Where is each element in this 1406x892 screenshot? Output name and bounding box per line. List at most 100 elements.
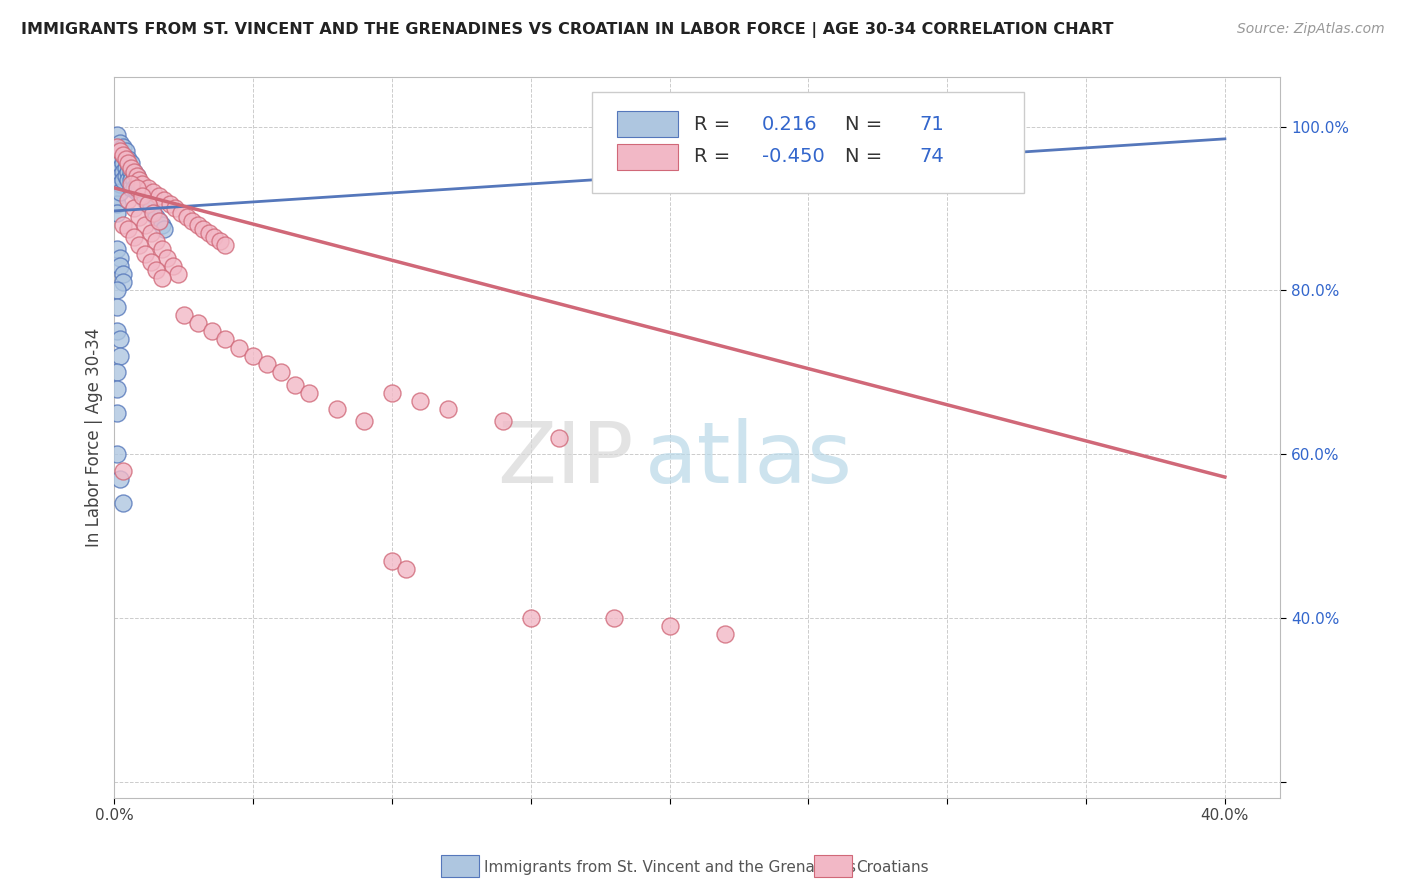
Text: R =: R = (695, 115, 730, 134)
Point (120, 156, 142, 170)
Point (108, 136, 131, 150)
Point (148, 213, 170, 227)
Point (142, 205, 165, 219)
Point (520, 611, 543, 625)
Point (105, 284, 128, 298)
Point (131, 189, 153, 203)
Point (603, 611, 626, 625)
Point (128, 210, 150, 224)
FancyBboxPatch shape (592, 92, 1024, 193)
Text: N =: N = (845, 147, 883, 166)
Text: 71: 71 (920, 115, 943, 134)
Point (134, 194, 156, 208)
Point (108, 259, 131, 273)
Point (114, 144, 136, 158)
Point (353, 414, 375, 428)
Point (136, 197, 159, 211)
Point (122, 181, 145, 195)
Point (409, 393, 432, 408)
Point (395, 562, 418, 576)
Point (242, 349, 264, 363)
Point (139, 226, 162, 240)
Point (128, 238, 150, 252)
Point (145, 210, 167, 224)
Point (145, 234, 167, 248)
Point (187, 316, 209, 330)
Point (128, 185, 150, 199)
Point (128, 177, 150, 191)
Point (131, 181, 153, 195)
Point (105, 173, 128, 187)
Point (108, 144, 131, 158)
Point (105, 365, 128, 379)
Point (125, 169, 148, 183)
Point (145, 263, 167, 277)
Point (120, 161, 142, 175)
Point (256, 357, 278, 371)
Point (125, 177, 148, 191)
Point (108, 251, 131, 265)
Point (105, 148, 128, 162)
Point (117, 222, 139, 236)
Point (117, 173, 139, 187)
Point (134, 246, 156, 260)
Point (193, 222, 215, 236)
Point (108, 144, 131, 158)
Point (111, 173, 134, 187)
Point (162, 259, 184, 273)
Point (105, 181, 128, 195)
Point (139, 202, 162, 216)
Point (492, 414, 515, 428)
Point (105, 382, 128, 396)
Point (117, 164, 139, 178)
Point (139, 254, 162, 268)
Point (111, 496, 134, 510)
Point (105, 243, 128, 257)
Point (105, 140, 128, 154)
Point (108, 333, 131, 347)
Point (111, 275, 134, 289)
Point (187, 218, 209, 232)
Point (105, 205, 128, 219)
Point (714, 627, 737, 641)
Point (214, 238, 236, 252)
Point (122, 202, 145, 216)
Point (111, 148, 134, 162)
Y-axis label: In Labor Force | Age 30-34: In Labor Force | Age 30-34 (86, 328, 103, 548)
Point (105, 197, 128, 211)
Point (381, 553, 404, 567)
Point (150, 243, 173, 257)
Point (131, 189, 153, 203)
Point (167, 267, 190, 281)
Text: -0.450: -0.450 (762, 147, 824, 166)
Text: 74: 74 (920, 147, 943, 166)
Point (108, 169, 131, 183)
Text: Croatians: Croatians (856, 860, 929, 874)
Point (214, 333, 236, 347)
Point (117, 156, 139, 170)
Point (117, 156, 139, 170)
Text: atlas: atlas (645, 417, 853, 501)
Point (114, 161, 136, 175)
Point (105, 300, 128, 314)
Point (150, 271, 173, 285)
Point (131, 177, 153, 191)
Point (108, 349, 131, 363)
Point (270, 365, 292, 379)
Text: Immigrants from St. Vincent and the Grenadines: Immigrants from St. Vincent and the Gren… (484, 860, 856, 874)
Point (125, 181, 148, 195)
Point (128, 173, 150, 187)
Point (165, 202, 187, 216)
Point (547, 431, 569, 445)
Point (120, 164, 142, 178)
Text: N =: N = (845, 115, 883, 134)
Point (105, 189, 128, 203)
FancyBboxPatch shape (617, 144, 678, 169)
Point (658, 619, 681, 633)
Point (142, 185, 165, 199)
Point (117, 153, 139, 167)
Point (134, 218, 156, 232)
Point (105, 324, 128, 338)
Point (156, 251, 179, 265)
Point (105, 156, 128, 170)
